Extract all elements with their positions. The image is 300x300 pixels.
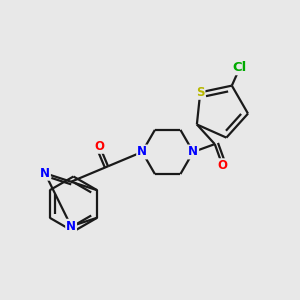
Text: O: O	[95, 140, 105, 153]
Text: O: O	[218, 159, 228, 172]
Text: Cl: Cl	[233, 61, 247, 74]
Text: N: N	[40, 167, 50, 180]
Text: N: N	[137, 146, 147, 158]
Text: N: N	[66, 220, 76, 233]
Text: N: N	[188, 146, 198, 158]
Text: S: S	[196, 86, 205, 99]
